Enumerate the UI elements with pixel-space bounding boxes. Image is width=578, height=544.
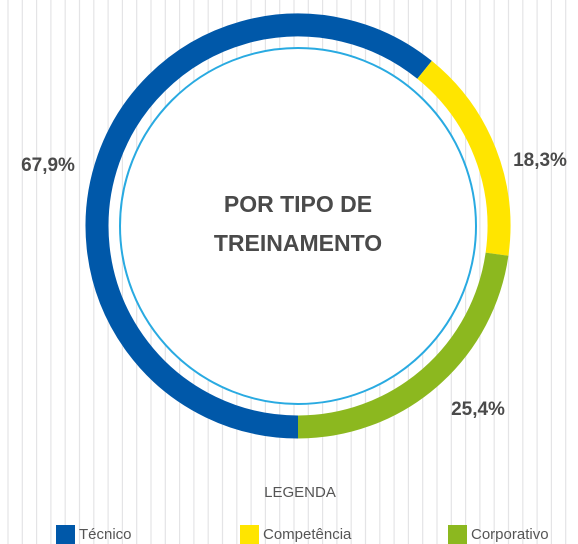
donut-segment xyxy=(85,13,432,439)
legend-swatch xyxy=(56,525,75,544)
legend-swatch xyxy=(448,525,467,544)
legend-label: Corporativo xyxy=(471,526,549,543)
center-title: POR TIPO DE xyxy=(224,191,372,217)
legend-title: LEGENDA xyxy=(264,484,336,501)
center-title: TREINAMENTO xyxy=(214,230,382,256)
donut-segment xyxy=(297,252,509,439)
legend-swatch xyxy=(240,525,259,544)
value-label: 18,3% xyxy=(513,150,567,171)
value-label: 25,4% xyxy=(451,399,505,420)
legend-label: Competência xyxy=(263,526,352,543)
inner-circle xyxy=(119,47,477,405)
value-label: 67,9% xyxy=(21,155,75,176)
donut-segment xyxy=(417,60,511,256)
legend-label: Técnico xyxy=(79,526,132,543)
